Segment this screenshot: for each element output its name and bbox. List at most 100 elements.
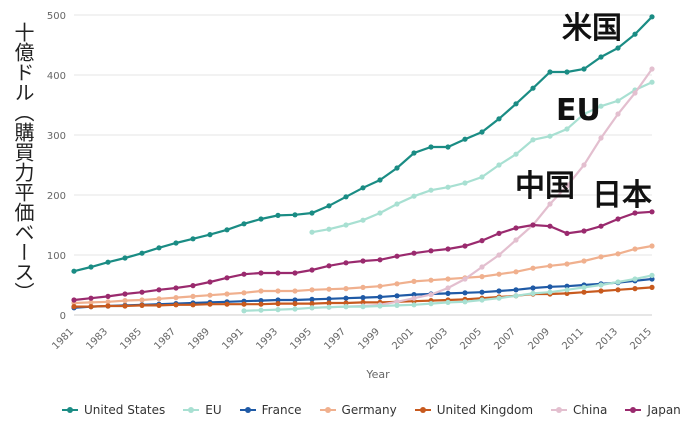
x-tick-label: 2011 xyxy=(560,326,586,352)
data-point-korea xyxy=(394,302,400,308)
data-point-united-kingdom xyxy=(122,303,128,309)
data-point-germany xyxy=(292,288,298,294)
data-point-united-states xyxy=(241,221,247,227)
data-point-united-states xyxy=(377,177,383,183)
data-point-united-states xyxy=(428,144,434,150)
data-point-united-kingdom xyxy=(173,302,179,308)
data-point-japan xyxy=(513,225,519,231)
data-point-japan xyxy=(598,223,604,229)
data-point-germany xyxy=(360,284,366,290)
data-point-united-states xyxy=(309,210,315,216)
legend-item[interactable]: EU xyxy=(183,403,222,417)
data-point-united-states xyxy=(207,232,213,238)
data-point-japan xyxy=(360,258,366,264)
data-point-korea xyxy=(513,293,519,299)
data-point-japan xyxy=(190,283,196,289)
data-point-united-states xyxy=(445,144,451,150)
legend-marker-icon xyxy=(239,407,256,413)
x-tick-label: 2007 xyxy=(492,326,518,352)
data-point-japan xyxy=(156,287,162,293)
data-point-germany xyxy=(173,295,179,301)
data-point-france xyxy=(530,285,536,291)
data-point-germany xyxy=(88,299,94,305)
data-point-japan xyxy=(326,263,332,269)
data-point-germany xyxy=(224,291,230,297)
data-point-eu xyxy=(445,184,451,190)
data-point-japan xyxy=(615,216,621,222)
legend-item[interactable]: United Kingdom xyxy=(414,403,533,417)
annotation-japan: 日本 xyxy=(592,178,652,213)
legend-item[interactable]: United States xyxy=(62,403,165,417)
y-tick-label: 500 xyxy=(47,11,66,22)
data-point-china xyxy=(564,183,570,189)
data-point-united-states xyxy=(394,165,400,171)
data-point-germany xyxy=(309,287,315,293)
data-point-eu xyxy=(462,180,468,186)
data-point-korea xyxy=(275,307,281,313)
data-point-united-kingdom xyxy=(224,301,230,307)
data-point-germany xyxy=(615,251,621,257)
data-point-japan xyxy=(445,246,451,252)
x-tick-label: 1997 xyxy=(322,326,348,352)
data-point-japan xyxy=(275,270,281,276)
data-point-united-states xyxy=(496,116,502,122)
annotation-china: 中国 xyxy=(515,169,575,204)
legend-item[interactable]: Germany xyxy=(319,403,397,417)
data-point-united-states xyxy=(462,136,468,142)
data-point-united-kingdom xyxy=(105,303,111,309)
data-point-germany xyxy=(377,283,383,289)
data-point-japan xyxy=(462,243,468,249)
legend-item[interactable]: China xyxy=(551,403,607,417)
data-point-japan xyxy=(139,289,145,295)
data-point-eu xyxy=(649,79,655,85)
data-point-korea xyxy=(309,305,315,311)
data-point-united-kingdom xyxy=(71,304,77,310)
data-point-united-states xyxy=(71,268,77,274)
data-point-china xyxy=(581,162,587,168)
data-point-japan xyxy=(224,275,230,281)
data-point-united-kingdom xyxy=(258,301,264,307)
data-point-china xyxy=(496,252,502,258)
data-point-japan xyxy=(71,297,77,303)
data-point-united-kingdom xyxy=(581,289,587,295)
data-point-france xyxy=(445,290,451,296)
data-point-united-states xyxy=(564,69,570,75)
data-point-united-states xyxy=(581,66,587,72)
data-point-germany xyxy=(411,278,417,284)
data-point-japan xyxy=(309,267,315,273)
legend-label: Germany xyxy=(341,403,397,417)
data-point-korea xyxy=(360,304,366,310)
data-point-united-states xyxy=(326,203,332,209)
data-point-united-kingdom xyxy=(275,301,281,307)
y-tick-label: 300 xyxy=(47,131,66,142)
data-point-eu xyxy=(411,193,417,199)
data-point-korea xyxy=(496,295,502,301)
x-tick-label: 1999 xyxy=(356,326,382,352)
legend-item[interactable]: Japan xyxy=(625,403,680,417)
data-point-china xyxy=(615,111,621,117)
annotation-eu: EU xyxy=(556,93,601,128)
data-point-korea xyxy=(428,301,434,307)
data-point-france xyxy=(649,276,655,282)
data-point-eu xyxy=(513,151,519,157)
data-point-korea xyxy=(445,299,451,305)
x-tick-label: 1983 xyxy=(84,326,110,352)
data-point-china xyxy=(513,237,519,243)
data-point-germany xyxy=(547,263,553,269)
data-point-eu xyxy=(581,111,587,117)
y-tick-label: 0 xyxy=(60,311,66,322)
data-point-germany xyxy=(513,269,519,275)
data-point-japan xyxy=(88,295,94,301)
legend-item[interactable]: France xyxy=(239,403,302,417)
x-tick-label: 2005 xyxy=(458,326,484,352)
y-tick-label: 100 xyxy=(47,251,66,262)
x-tick-label: 2015 xyxy=(628,326,654,352)
data-point-eu xyxy=(309,229,315,235)
data-point-japan xyxy=(292,270,298,276)
data-point-eu xyxy=(615,98,621,104)
data-point-united-states xyxy=(122,255,128,261)
data-point-korea xyxy=(479,297,485,303)
y-tick-labels: 0 100 200 300 400 500 xyxy=(47,11,66,322)
data-point-united-kingdom xyxy=(207,301,213,307)
data-point-france xyxy=(326,296,332,302)
